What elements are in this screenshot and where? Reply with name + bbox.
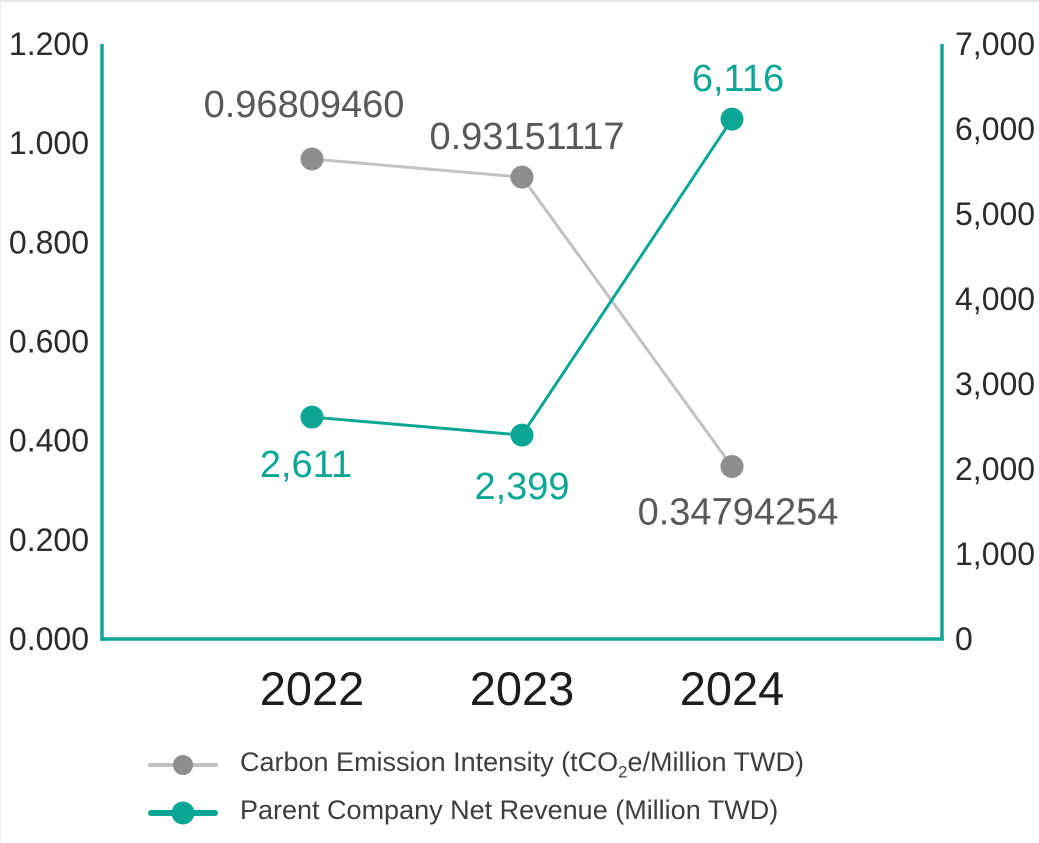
legend-dot-swatch xyxy=(173,755,193,775)
right-axis-tick-label: 6,000 xyxy=(955,111,1035,147)
right-axis-tick-label: 3,000 xyxy=(955,366,1035,402)
legend-item-net-revenue: Parent Company Net Revenue (Million TWD) xyxy=(148,791,804,835)
data-label-series-1: 0.96809460 xyxy=(204,84,405,126)
data-point-series-1 xyxy=(300,147,324,171)
legend-marker-carbon xyxy=(148,752,218,778)
legend-label-subscript: 2 xyxy=(618,762,628,782)
left-axis-tick-label: 0.000 xyxy=(9,621,89,657)
left-axis-tick-label: 1.200 xyxy=(9,26,89,62)
chart-canvas: 0.000 0.200 0.400 0.600 0.800 1.000 1.200 0 1,00… xyxy=(9,26,1035,715)
data-point-series-2 xyxy=(300,405,324,429)
series-line-1 xyxy=(311,157,734,468)
left-axis-tick-label: 0.200 xyxy=(9,522,89,558)
data-point-series-2 xyxy=(720,107,744,131)
legend-label-carbon: Carbon Emission Intensity (tCO2e/Million… xyxy=(240,747,804,782)
legend-label-text: Carbon Emission Intensity (tCO xyxy=(240,747,619,778)
data-label-series-1: 0.93151117 xyxy=(429,116,624,158)
data-point-series-1 xyxy=(720,454,744,478)
chart-legend: Carbon Emission Intensity (tCO2e/Million… xyxy=(148,743,804,835)
legend-label-text: Parent Company Net Revenue (Million TWD) xyxy=(240,795,779,826)
x-axis-label: 2023 xyxy=(470,662,575,715)
x-axis-label: 2022 xyxy=(260,662,365,715)
legend-label-revenue: Parent Company Net Revenue (Million TWD) xyxy=(240,795,778,830)
data-label-series-2: 6,116 xyxy=(692,58,784,100)
x-axis-label: 2024 xyxy=(680,662,785,715)
right-axis-tick-label: 1,000 xyxy=(955,536,1035,572)
right-axis-tick-label: 4,000 xyxy=(955,281,1035,317)
data-label-series-2: 2,611 xyxy=(260,444,352,486)
left-axis-tick-label: 0.400 xyxy=(9,423,89,459)
left-axis-tick-label: 0.600 xyxy=(9,324,89,360)
data-point-series-2 xyxy=(510,423,534,447)
legend-marker-revenue xyxy=(148,800,218,826)
left-axis-tick-label: 1.000 xyxy=(9,125,89,161)
right-axis-tick-label: 7,000 xyxy=(955,26,1035,62)
legend-dot-swatch xyxy=(171,801,195,825)
data-point-series-1 xyxy=(510,165,534,189)
data-label-series-2: 2,399 xyxy=(474,466,569,508)
legend-label-text: e/Million TWD) xyxy=(627,747,804,778)
right-axis-tick-label: 5,000 xyxy=(955,196,1035,232)
right-axis-tick-label: 2,000 xyxy=(955,451,1035,487)
legend-item-carbon-intensity: Carbon Emission Intensity (tCO2e/Million… xyxy=(148,743,804,787)
left-axis-tick-label: 0.800 xyxy=(9,224,89,260)
right-axis-tick-label: 0 xyxy=(955,621,973,657)
data-label-series-1: 0.34794254 xyxy=(638,491,839,533)
